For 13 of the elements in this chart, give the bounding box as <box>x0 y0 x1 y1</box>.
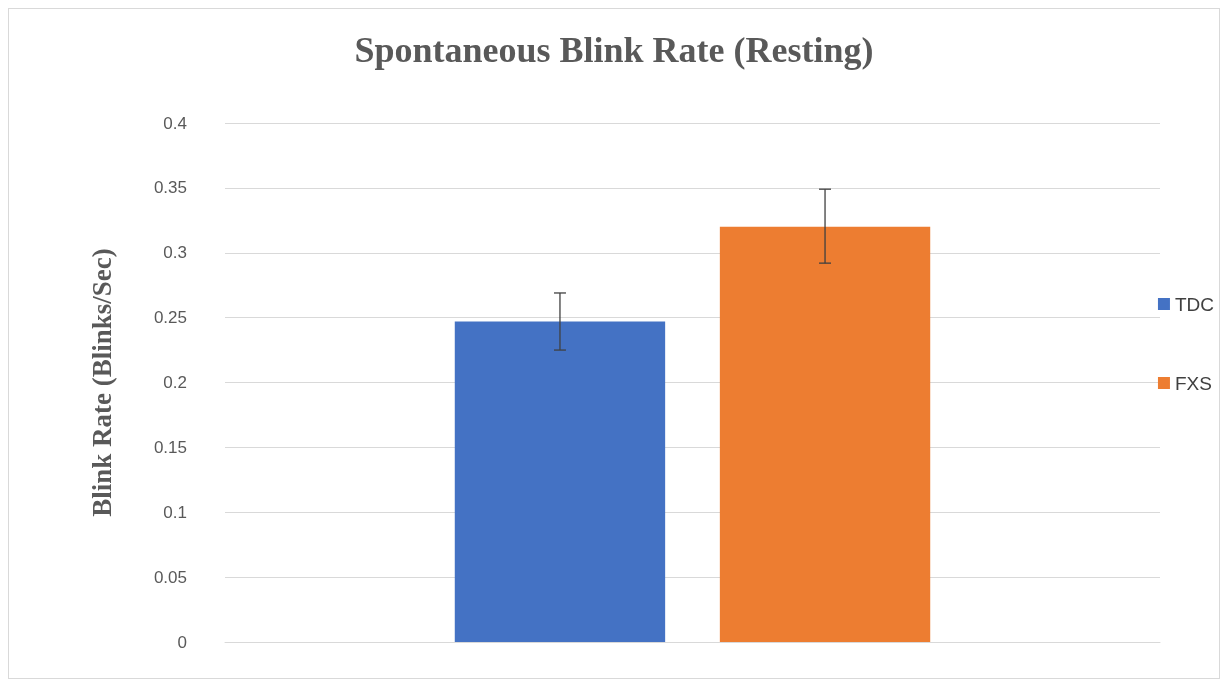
y-tick-label: 0.1 <box>163 502 187 522</box>
chart-title: Spontaneous Blink Rate (Resting) <box>354 30 874 70</box>
y-tick-label: 0.25 <box>153 308 187 328</box>
y-tick-label: 0.3 <box>163 243 187 263</box>
y-tick-label: 0.05 <box>153 567 187 587</box>
y-tick-label: 0.4 <box>163 113 187 133</box>
y-tick-label: 0 <box>177 632 187 652</box>
y-tick-label: 0.2 <box>163 373 187 392</box>
y-axis-title: Blink Rate (Blinks/Sec) <box>86 248 117 517</box>
y-tick-label: 0.15 <box>153 437 187 457</box>
legend-label: TDC <box>1174 293 1215 315</box>
y-tick-label: 0.35 <box>153 178 187 198</box>
legend-label: FXS <box>1174 372 1212 394</box>
